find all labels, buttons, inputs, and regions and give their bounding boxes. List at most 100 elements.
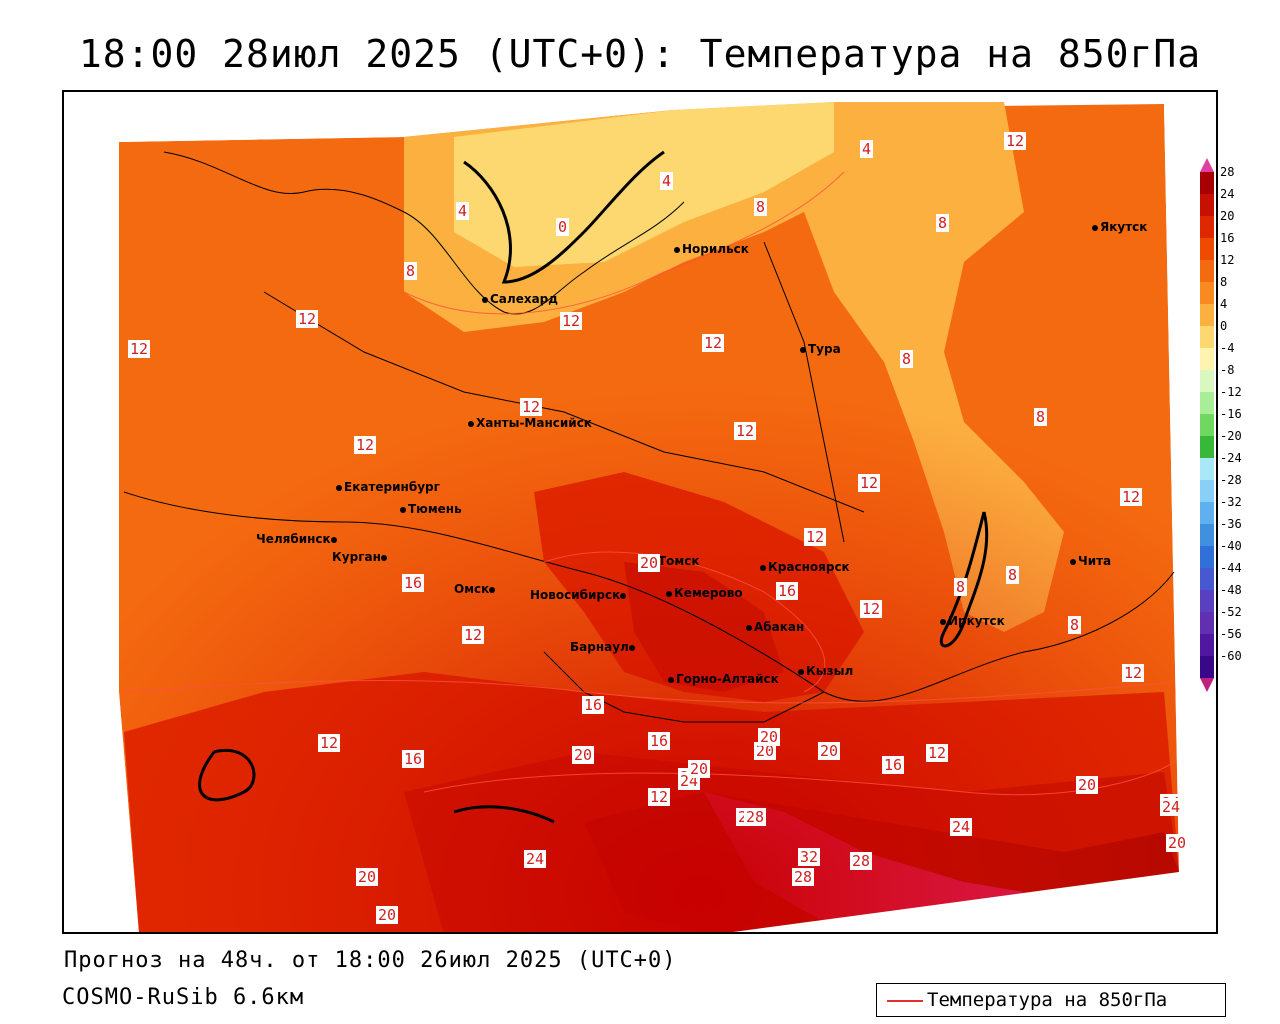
contour-value-label: 20	[1076, 776, 1099, 794]
contour-value-label: 12	[128, 340, 151, 358]
city-dot-icon	[674, 246, 680, 253]
colorbar-segment	[1200, 546, 1214, 568]
city-kyzyl: Кызыл	[798, 664, 853, 678]
colorbar-segment	[1200, 458, 1214, 480]
contour-value-label: 12	[858, 474, 881, 492]
contour-value-label: 12	[318, 734, 341, 752]
city-dot-icon	[800, 346, 806, 353]
page-title: 18:00 28июл 2025 (UTC+0): Температура на…	[78, 32, 1202, 76]
city-khanty-mansiysk: Ханты-Мансийск	[468, 416, 592, 430]
city-yekaterinburg: Екатеринбург	[336, 480, 440, 494]
contour-value-label: 28	[792, 868, 815, 886]
colorbar-top-arrow	[1200, 158, 1214, 172]
contour-value-label: 32	[798, 848, 821, 866]
colorbar-tick-label: -8	[1220, 363, 1235, 377]
contour-value-label: 20	[572, 746, 595, 764]
colorbar-segment	[1200, 238, 1214, 260]
colorbar-segment	[1200, 282, 1214, 304]
colorbar-segment	[1200, 436, 1214, 458]
colorbar-segment	[1200, 634, 1214, 656]
colorbar-segment	[1200, 370, 1214, 392]
colorbar-tick-label: -36	[1220, 517, 1242, 531]
colorbar-tick-label: 0	[1220, 319, 1228, 333]
contour-value-label: 20	[754, 742, 777, 760]
legend: Температура на 850гПа	[876, 983, 1226, 1017]
city-tyumen: Тюмень	[400, 502, 462, 516]
city-salekhard: Салехард	[482, 292, 558, 306]
city-dot-icon	[668, 676, 674, 683]
contour-value-label: 12	[1004, 132, 1027, 150]
colorbar-segment	[1200, 480, 1214, 502]
contour-value-label: 4	[860, 140, 874, 158]
colorbar-segment	[1200, 656, 1214, 678]
contour-value-label: 8	[1068, 616, 1082, 634]
city-kurgan: Курган	[332, 550, 389, 564]
contour-value-label: 8	[900, 350, 914, 368]
contour-value-label: 12	[734, 422, 757, 440]
legend-line-swatch	[887, 1000, 923, 1002]
colorbar-tick-label: 24	[1220, 187, 1235, 201]
city-dot-icon	[746, 624, 752, 631]
colorbar-tick-label: -52	[1220, 605, 1242, 619]
city-dot-icon	[940, 618, 946, 625]
colorbar-segment	[1200, 348, 1214, 370]
city-dot-icon	[760, 564, 766, 571]
legend-label: Температура на 850гПа	[927, 989, 1168, 1011]
contour-value-label: 12	[560, 312, 583, 330]
contour-value-label: 28	[850, 852, 873, 870]
city-tura: Тура	[800, 342, 841, 356]
colorbar-tick-label: 4	[1220, 297, 1228, 311]
city-omsk: Омск	[454, 582, 497, 596]
contour-value-label: 16	[402, 574, 425, 592]
city-chelyabinsk: Челябинск	[256, 532, 339, 546]
colorbar-bottom-arrow	[1200, 678, 1214, 692]
map-frame[interactable]: Салехард Норильск Якутск Тура Ханты-Манс…	[62, 90, 1218, 934]
outside-domain-left	[64, 92, 404, 932]
contour-value-label: 16	[882, 756, 905, 774]
colorbar-tick-label: -60	[1220, 649, 1242, 663]
colorbar-tick-label: 16	[1220, 231, 1235, 245]
contour-value-label: 20	[356, 868, 379, 886]
contour-value-label: 12	[804, 528, 827, 546]
city-dot-icon	[400, 506, 406, 513]
contour-value-label: 8	[1006, 566, 1020, 584]
city-gorno-altaysk: Горно-Алтайск	[668, 672, 779, 686]
colorbar-tick-label: -44	[1220, 561, 1242, 575]
contour-value-label: 8	[954, 578, 968, 596]
contour-value-label: 12	[296, 310, 319, 328]
coastline-bold	[198, 150, 989, 824]
contour-value-label: 12	[520, 398, 543, 416]
contour-value-label: 20	[376, 906, 399, 924]
contour-value-label: 16	[582, 696, 605, 714]
colorbar-tick-label: -4	[1220, 341, 1235, 355]
contour-value-label: 24	[524, 850, 547, 868]
colorbar-tick-label: -16	[1220, 407, 1242, 421]
city-dot-icon	[380, 554, 387, 561]
colorbar-segment	[1200, 612, 1214, 634]
city-chita: Чита	[1070, 554, 1111, 568]
contour-value-label: 8	[754, 198, 768, 216]
contour-value-label: 20	[818, 742, 841, 760]
contour-value-label: 12	[462, 626, 485, 644]
colorbar-segment	[1200, 260, 1214, 282]
city-dot-icon	[330, 536, 337, 543]
model-name: COSMO-RuSib 6.6км	[62, 985, 305, 1010]
city-novosibirsk: Новосибирск	[530, 588, 628, 602]
colorbar-segment	[1200, 502, 1214, 524]
colorbar-tick-label: -24	[1220, 451, 1242, 465]
colorbar-segment	[1200, 392, 1214, 414]
contour-value-label: 16	[776, 582, 799, 600]
city-dot-icon	[628, 644, 635, 651]
colorbar-segment	[1200, 194, 1214, 216]
city-dot-icon	[336, 484, 342, 491]
colorbar-segment	[1200, 326, 1214, 348]
contour-value-label: 12	[702, 334, 725, 352]
colorbar-tick-label: 8	[1220, 275, 1228, 289]
city-dot-icon	[620, 592, 627, 599]
colorbar-tick-label: 12	[1220, 253, 1235, 267]
contour-value-label: 12	[926, 744, 949, 762]
colorbar-tick-label: -28	[1220, 473, 1242, 487]
contour-value-label: 12	[1120, 488, 1143, 506]
contour-value-label: 12	[354, 436, 377, 454]
colorbar-tick-label: 28	[1220, 165, 1235, 179]
